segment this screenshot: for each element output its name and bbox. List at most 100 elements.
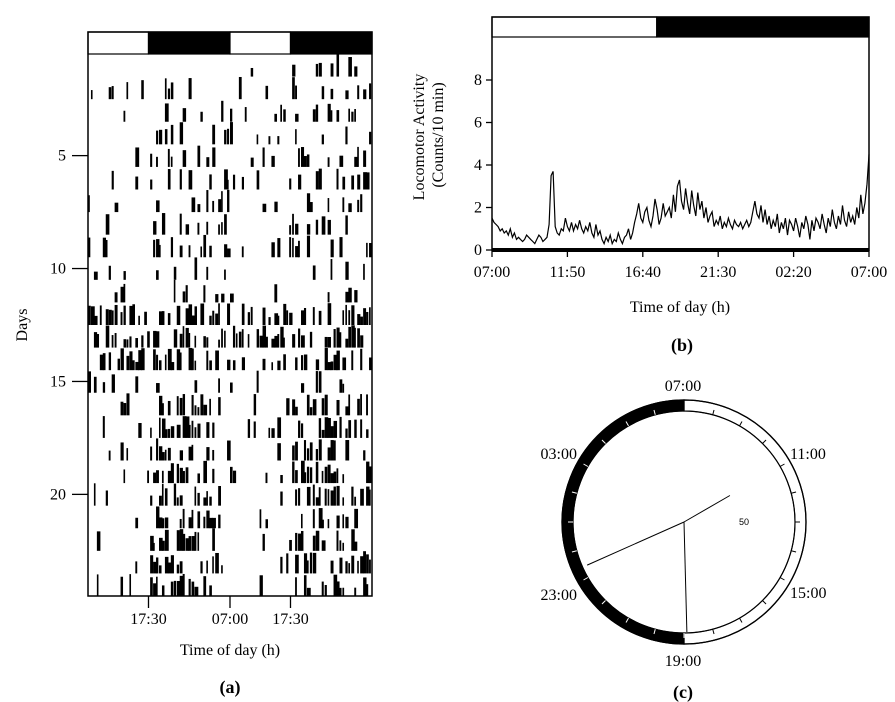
activity-bar: [295, 554, 299, 574]
activity-bar: [277, 136, 280, 145]
activity-bar: [357, 199, 360, 213]
activity-bar: [369, 83, 372, 100]
activity-bar: [232, 325, 236, 348]
activity-bar: [271, 362, 274, 371]
activity-bar: [147, 331, 150, 348]
activity-bar: [102, 237, 107, 258]
x-tick-label-3: 16:40: [625, 264, 661, 281]
activity-bar: [191, 509, 194, 529]
activity-bar: [324, 394, 328, 416]
activity-bar: [99, 305, 102, 325]
activity-bar: [295, 357, 298, 371]
activity-bar: [188, 245, 191, 258]
activity-bar: [271, 155, 275, 167]
activity-bar: [357, 174, 361, 190]
activity-bar: [283, 337, 285, 348]
activity-bar: [306, 224, 311, 235]
activity-bar: [138, 350, 143, 371]
activity-bar: [345, 406, 349, 416]
activity-bar: [312, 307, 315, 325]
activity-bar: [224, 129, 227, 145]
activity-bar: [283, 303, 287, 325]
activity-bar: [206, 447, 210, 461]
activity-bar: [253, 421, 256, 438]
activity-bar: [336, 468, 339, 484]
activity-bar: [167, 169, 171, 190]
activity-bar: [309, 331, 313, 348]
activity-bar: [170, 581, 174, 596]
activity-bar: [123, 403, 127, 416]
activity-bar: [164, 529, 169, 551]
vector-3: [683, 495, 731, 523]
activity-bar: [170, 426, 175, 438]
activity-bar: [188, 170, 193, 190]
activity-bar: [345, 440, 350, 461]
activity-bar: [286, 553, 289, 574]
activity-bar: [105, 239, 108, 258]
activity-bar: [324, 417, 329, 438]
activity-bar: [363, 308, 367, 325]
activity-bar: [221, 293, 225, 303]
activity-bar: [306, 466, 310, 484]
activity-bar: [191, 315, 196, 325]
activity-bar: [126, 339, 129, 348]
activity-bar: [366, 554, 369, 574]
series-activity-line: [491, 154, 870, 246]
activity-bar: [303, 307, 307, 325]
activity-bar: [336, 327, 340, 348]
activity-bar: [102, 382, 106, 393]
activity-bar: [348, 287, 352, 303]
activity-bar: [215, 313, 219, 325]
activity-bar: [327, 337, 331, 348]
x-tick-label-6: 07:00: [851, 264, 887, 281]
activity-bar: [354, 66, 358, 77]
activity-bar: [200, 303, 205, 325]
activity-bar: [336, 54, 340, 77]
activity-bar: [191, 581, 195, 596]
activity-bar: [156, 270, 159, 280]
activity-bar: [185, 285, 188, 303]
activity-bar: [351, 305, 355, 325]
y-tick-label-6: 6: [474, 115, 482, 132]
activity-bar: [315, 171, 319, 190]
activity-bar: [277, 360, 281, 371]
activity-bar: [159, 417, 161, 438]
activity-bar: [256, 329, 260, 348]
activity-bar: [312, 509, 315, 529]
activity-bar: [224, 269, 226, 280]
activity-bar: [321, 216, 326, 235]
activity-bar: [156, 354, 159, 371]
activity-bar: [182, 508, 185, 529]
activity-bar: [182, 108, 187, 122]
activity-bar: [351, 350, 354, 371]
activity-bar: [170, 555, 174, 574]
activity-bar: [330, 490, 334, 506]
activity-bar: [306, 154, 310, 167]
activity-bar: [312, 265, 316, 280]
activity-bar: [197, 532, 200, 551]
activity-bar: [295, 577, 297, 596]
activity-bar: [301, 530, 304, 551]
activity-bar: [354, 587, 357, 596]
activity-bar: [327, 362, 332, 371]
activity-bar: [194, 405, 197, 416]
activity-bar: [292, 64, 296, 77]
activity-bar: [156, 557, 159, 574]
hour-tick: [739, 421, 743, 427]
activity-bar: [221, 191, 223, 213]
vector-2: [586, 521, 685, 566]
activity-bar: [179, 575, 184, 596]
activity-bar: [111, 170, 114, 190]
activity-bar: [191, 536, 195, 551]
activity-bar: [206, 350, 209, 371]
activity-bar: [354, 541, 358, 551]
activity-bar: [336, 581, 340, 596]
x-tick-label-2: 07:00: [212, 611, 248, 628]
activity-bar: [348, 310, 351, 325]
activity-bar: [212, 449, 215, 461]
activity-bar: [153, 330, 157, 348]
activity-bar: [138, 422, 142, 438]
activity-bar: [298, 420, 301, 438]
activity-bar: [262, 147, 265, 167]
